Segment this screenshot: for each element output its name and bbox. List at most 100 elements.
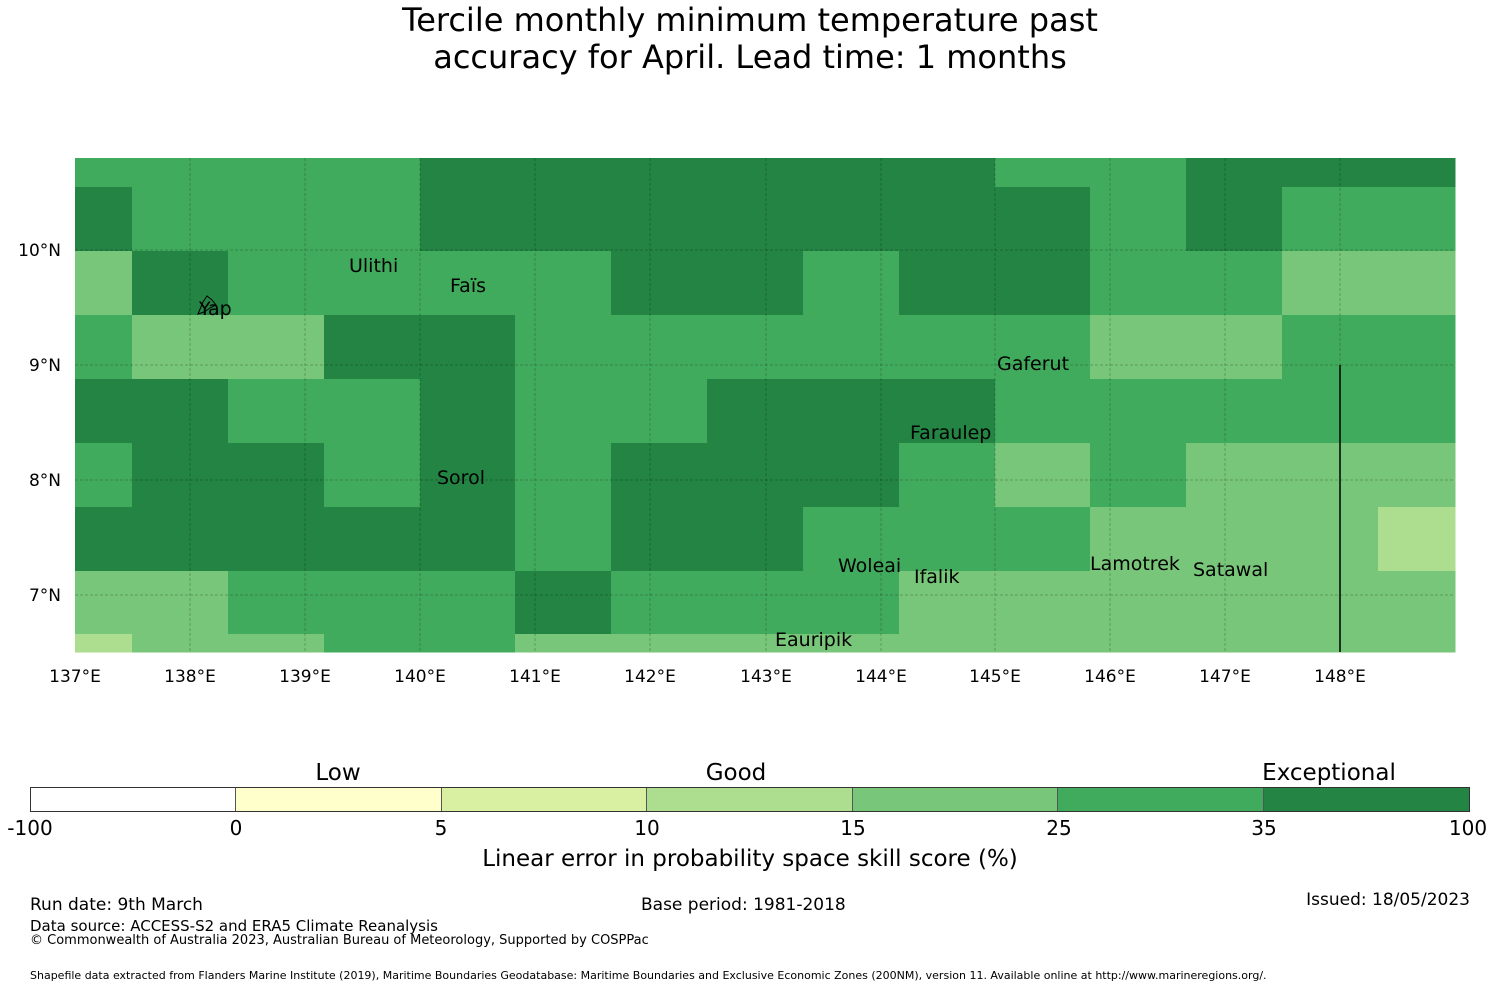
grid-cell (515, 158, 612, 188)
grid-cell (707, 251, 804, 316)
grid-cell (515, 507, 612, 572)
grid-cell (1282, 571, 1379, 635)
grid-cell (899, 251, 996, 316)
grid-cell (995, 187, 1091, 252)
grid-cell (515, 443, 612, 508)
colorbar-tick: 0 (229, 816, 243, 840)
grid-cell (1186, 571, 1283, 635)
grid-cell (1378, 634, 1456, 653)
colorbar-segment (236, 788, 442, 811)
colorbar-tick: 25 (1046, 816, 1072, 840)
grid-cell (75, 507, 133, 572)
grid-cell (1186, 158, 1283, 188)
place-label-eauripik: Eauripik (775, 629, 852, 651)
place-label-fais: Faïs (450, 275, 486, 297)
grid-cell (515, 315, 612, 380)
grid-cell (899, 507, 996, 572)
grid-cell (75, 379, 133, 444)
place-labels: Ulithi Faïs Yap Gaferut Faraulep Sorol W… (198, 255, 1268, 651)
longitude-label: 146°E (1084, 667, 1136, 687)
grid-cell (611, 315, 708, 380)
colorbar-segment (647, 788, 853, 811)
grid-cell (611, 507, 708, 572)
grid-cell (1282, 315, 1379, 380)
data-source: Data source: ACCESS-S2 and ERA5 Climate … (30, 917, 438, 935)
longitude-label: 148°E (1314, 667, 1366, 687)
grid-cell (803, 315, 900, 380)
grid-cell (324, 379, 421, 444)
grid-cell (1282, 158, 1379, 188)
colorbar-tick: 35 (1251, 816, 1277, 840)
grid-cell (1282, 634, 1379, 653)
grid-cell (1186, 634, 1283, 653)
grid-cell (515, 379, 612, 444)
grid-cell (803, 571, 900, 635)
colorbar-segment (852, 788, 1059, 811)
grid-cell (1378, 571, 1456, 635)
grid-cell (132, 187, 229, 252)
island-markers (197, 295, 217, 315)
grid-cell (1186, 251, 1283, 316)
place-label-woleai: Woleai (838, 555, 901, 577)
map-title-line-1: Tercile monthly minimum temperature past (402, 1, 1098, 39)
longitude-label: 147°E (1199, 667, 1251, 687)
colorbar-tick: -100 (7, 816, 53, 840)
grid-cell (1282, 251, 1379, 316)
grid-cell (420, 251, 516, 316)
grid-cell (995, 251, 1091, 316)
grid-cell (228, 251, 325, 316)
grid-cell (420, 571, 516, 635)
grid-cell (707, 443, 804, 508)
grid-cell (324, 443, 421, 508)
grid-cell (1090, 507, 1187, 572)
grid-cell (420, 379, 516, 444)
issued-date: Issued: 18/05/2023 (1306, 890, 1470, 910)
place-label-gaferut: Gaferut (997, 353, 1069, 375)
grid-cell (707, 634, 804, 653)
colorbar-tick: 15 (840, 816, 866, 840)
grid-cell (611, 379, 708, 444)
grid-cell (1378, 158, 1456, 188)
grid-cell (420, 507, 516, 572)
grid-cell (707, 158, 804, 188)
colorbar (30, 787, 1470, 812)
category-exceptional-label: Exceptional (1262, 760, 1396, 786)
grid-cell (1378, 187, 1456, 252)
map-title-line-2: accuracy for April. Lead time: 1 months (433, 38, 1067, 76)
grid-cell (995, 507, 1091, 572)
colorbar-tick: 5 (434, 816, 448, 840)
colorbar-tick: 10 (634, 816, 660, 840)
grid-cell (1090, 571, 1187, 635)
base-period: Base period: 1981-2018 (641, 895, 846, 915)
grid-cell (324, 507, 421, 572)
grid-cell (228, 187, 325, 252)
grid-cell (707, 379, 804, 444)
grid-cell (515, 187, 612, 252)
place-label-faraulep: Faraulep (910, 422, 991, 444)
grid-cell (75, 443, 133, 508)
grid-cell (1378, 507, 1456, 572)
grid-cell (611, 634, 708, 653)
graticule (75, 158, 1455, 652)
grid-cell (228, 158, 325, 188)
grid-cell (75, 187, 133, 252)
grid-cell (324, 251, 421, 316)
grid-cell (324, 187, 421, 252)
place-label-ifalik: Ifalik (914, 566, 960, 588)
grid-cell (803, 443, 900, 508)
grid-cell (803, 187, 900, 252)
grid-cell (707, 315, 804, 380)
grid-cell (1378, 315, 1456, 380)
grid-cell (707, 507, 804, 572)
grid-cell (132, 315, 229, 380)
grid-cell (132, 379, 229, 444)
category-good-label: Good (705, 760, 767, 786)
grid-cell (515, 634, 612, 653)
grid-cell (1282, 187, 1379, 252)
grid-cell (132, 158, 229, 188)
grid-cell (611, 158, 708, 188)
grid-cell (707, 571, 804, 635)
latitude-label: 10°N (18, 241, 61, 261)
grid-cell (420, 443, 516, 508)
grid-cell (1090, 379, 1187, 444)
